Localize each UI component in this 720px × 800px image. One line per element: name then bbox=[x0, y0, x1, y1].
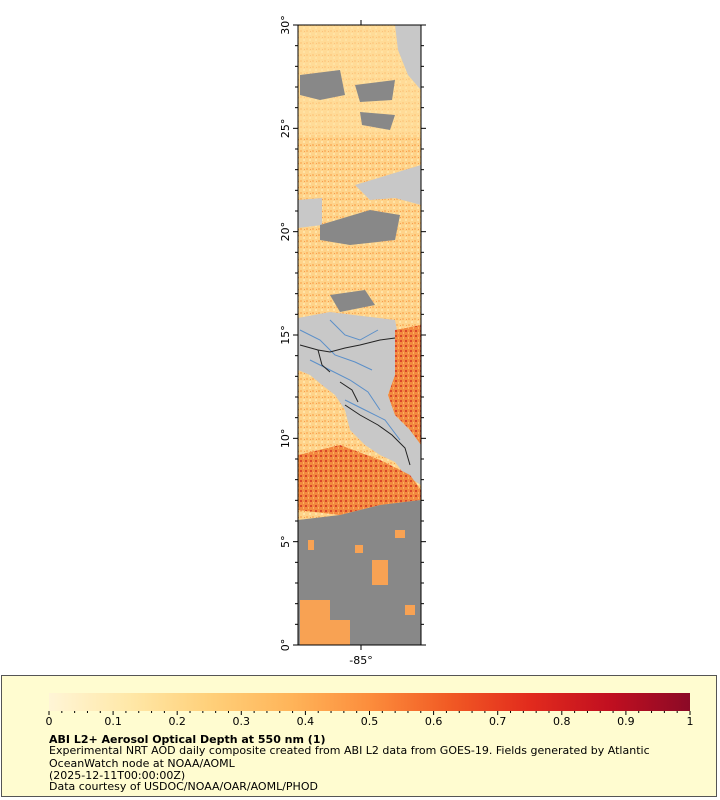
colorbar-tick-label: 0.8 bbox=[553, 715, 571, 726]
land-central-america bbox=[298, 312, 421, 485]
land-north bbox=[395, 25, 421, 90]
colorbar-tick-label: 0.9 bbox=[617, 715, 635, 726]
legend-title: ABI L2+ Aerosol Optical Depth at 550 nm … bbox=[49, 733, 326, 746]
colorbar-ramp bbox=[49, 693, 690, 711]
legend-credit: Data courtesy of USDOC/NOAA/OAR/AOML/PHO… bbox=[49, 780, 318, 793]
lat-tick-label: 0° bbox=[279, 639, 292, 652]
land-yucatan bbox=[355, 165, 421, 205]
lat-tick-label: 30° bbox=[279, 15, 292, 35]
latitude-axis: 0° 5° 10° 15° 20° 25° 30° bbox=[279, 15, 426, 651]
aod-scatter-south bbox=[300, 530, 415, 645]
colorbar-tick-label: 0.4 bbox=[297, 715, 315, 726]
land-west-20n bbox=[298, 198, 322, 228]
lat-tick-label: 5° bbox=[279, 535, 292, 548]
colorbar-tick-label: 0.5 bbox=[361, 715, 379, 726]
colorbar-tick-label: 0 bbox=[46, 715, 53, 726]
lat-tick-label: 20° bbox=[279, 222, 292, 242]
lat-tick-label: 10° bbox=[279, 429, 292, 449]
colorbar-ticks: 0 0.1 0.2 0.3 0.4 0.5 0.6 0.7 0.8 0.9 1 bbox=[46, 711, 694, 726]
legend-description: Experimental NRT AOD daily composite cre… bbox=[49, 744, 650, 770]
lon-tick-label: -85° bbox=[349, 654, 372, 667]
legend-panel: 0 0.1 0.2 0.3 0.4 0.5 0.6 0.7 0.8 0.9 1 ABI L2+ Ae… bbox=[1, 675, 717, 797]
legend-timestamp: (2025-12-11T00:00:00Z) bbox=[49, 769, 186, 782]
colorbar: 0 0.1 0.2 0.3 0.4 0.5 0.6 0.7 0.8 0.9 1 bbox=[46, 693, 694, 726]
colorbar-tick-label: 0.2 bbox=[168, 715, 186, 726]
aod-hot-east bbox=[388, 325, 421, 445]
country-borders bbox=[299, 337, 411, 466]
nodata-patch bbox=[300, 70, 400, 312]
aod-hot-south bbox=[298, 445, 421, 515]
map-plot-area bbox=[298, 25, 421, 645]
aod-map-figure: 0° 5° 10° 15° 20° 25° 30° -85° bbox=[279, 15, 426, 667]
longitude-axis: -85° bbox=[349, 20, 373, 667]
colorbar-tick-label: 0.1 bbox=[104, 715, 122, 726]
lat-tick-label: 25° bbox=[279, 119, 292, 139]
lat-tick-label: 15° bbox=[279, 325, 292, 345]
colorbar-tick-label: 1 bbox=[687, 715, 694, 726]
colorbar-tick-label: 0.3 bbox=[233, 715, 251, 726]
colorbar-tick-label: 0.7 bbox=[489, 715, 507, 726]
colorbar-tick-label: 0.6 bbox=[425, 715, 443, 726]
